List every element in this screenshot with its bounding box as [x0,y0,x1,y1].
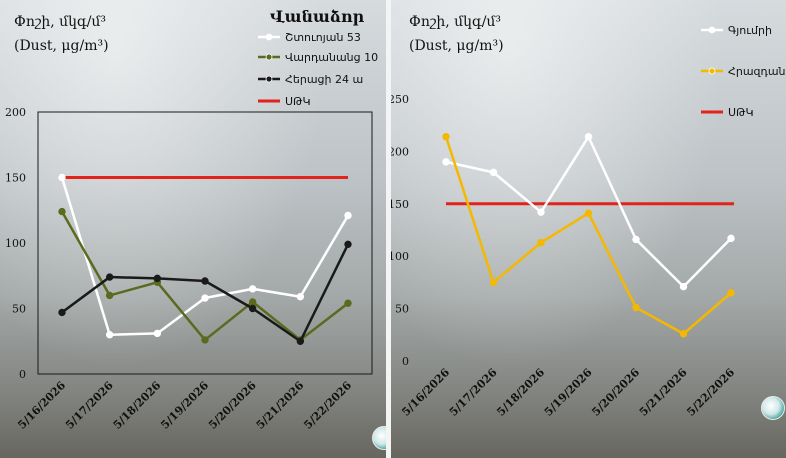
x-tick-label: 5/17/2026 [63,379,116,432]
data-point [296,293,305,301]
x-tick-label: 5/18/2026 [111,379,164,432]
panel-divider [386,0,391,458]
y-tick-label: 150 [391,198,409,211]
chart-title-line2: (Dust, μg/m³) [409,38,504,54]
x-tick-label: 5/21/2026 [637,366,690,419]
data-point [344,240,352,249]
x-tick-label: 5/17/2026 [447,366,500,419]
data-point [105,273,114,281]
x-tick-label: 5/18/2026 [494,366,547,419]
legend-label: Վարդանանց 10 [285,51,378,64]
data-point [679,282,688,291]
data-point [489,278,498,287]
data-point [153,329,162,338]
chart-title-line1: Փոշի, մկգ/մ³ [409,14,501,30]
data-point [248,298,257,306]
x-tick-label: 5/16/2026 [399,366,452,419]
legend-label: Գյումրի [728,24,772,37]
data-point [296,337,305,345]
legend-swatch-point [265,75,273,83]
x-tick-label: 5/20/2026 [206,379,259,432]
data-point [489,168,498,177]
data-point [679,330,688,338]
x-tick-label: 5/22/2026 [301,379,354,432]
x-tick-label: 5/19/2026 [158,379,211,432]
y-tick-label: 50 [395,303,409,316]
data-point [727,289,735,297]
data-point [584,209,593,217]
data-point [201,294,209,302]
data-point [442,133,450,141]
legend-label: Շտուոյան 53 [285,31,361,44]
data-point [105,291,114,300]
x-tick-label: 5/22/2026 [684,366,737,419]
x-tick-label: 5/20/2026 [589,366,642,419]
data-point [105,331,114,339]
left-chart-panel: Փոշի, մկգ/մ³ (Dust, μg/m³) 0 50 100 150 200 5/1… [0,0,386,458]
x-tick-label: 5/16/2026 [15,379,68,432]
y-tick-label: 250 [391,93,409,106]
left-chart-svg: Փոշի, մկգ/մ³ (Dust, μg/m³) 0 50 100 150 200 5/1… [5,7,378,432]
series-line-0 [60,177,350,336]
data-point [442,158,450,166]
legend-swatch-point [708,26,716,34]
y-tick-label: 200 [5,106,26,119]
y-tick-label: 100 [391,250,409,263]
legend-label-limit: ՍԹԿ [285,95,311,108]
chart-title-line1: Փոշի, մկգ/մ³ [14,14,106,30]
legend-label-limit: ՍԹԿ [728,106,754,119]
plot-frame [37,111,373,375]
y-tick-label: 50 [12,303,26,316]
x-tick-label: 5/19/2026 [542,366,595,419]
data-point [201,277,209,285]
data-point [584,133,593,141]
data-point [248,285,257,293]
data-point [248,304,257,313]
y-tick-label: 0 [402,355,409,368]
legend-title: Վանաձոր [270,7,365,26]
data-point [632,303,640,312]
data-point [632,235,640,244]
logo-icon-right [761,396,785,420]
data-point [58,173,66,182]
legend-swatch-point [265,33,273,41]
series-line-1 [444,136,732,336]
right-chart-panel: Փոշի, մկգ/մ³ (Dust, μg/m³) 0 50 100 150 200 250… [391,0,786,458]
y-tick-label: 100 [5,237,26,250]
chart-title-line2: (Dust, μg/m³) [14,38,109,54]
x-tick-label: 5/21/2026 [254,379,307,432]
data-point [344,299,352,307]
data-point [537,238,545,247]
data-point [727,234,735,243]
y-tick-label: 200 [391,145,409,158]
legend-label: Հերացի 24 ա [285,73,363,86]
data-point [58,308,66,317]
data-point [537,208,545,216]
data-point [344,211,352,220]
right-chart-svg: Փոշի, մկգ/մ³ (Dust, μg/m³) 0 50 100 150 200 250… [391,14,786,419]
legend-swatch-point [708,67,716,75]
y-tick-label: 0 [19,368,26,381]
data-point [201,336,209,344]
legend-label: Հրազդան [728,65,786,78]
legend-swatch-point [265,53,273,61]
data-point [58,207,66,216]
y-tick-label: 150 [5,172,26,185]
data-point [153,274,162,283]
series-line-2 [61,243,350,343]
